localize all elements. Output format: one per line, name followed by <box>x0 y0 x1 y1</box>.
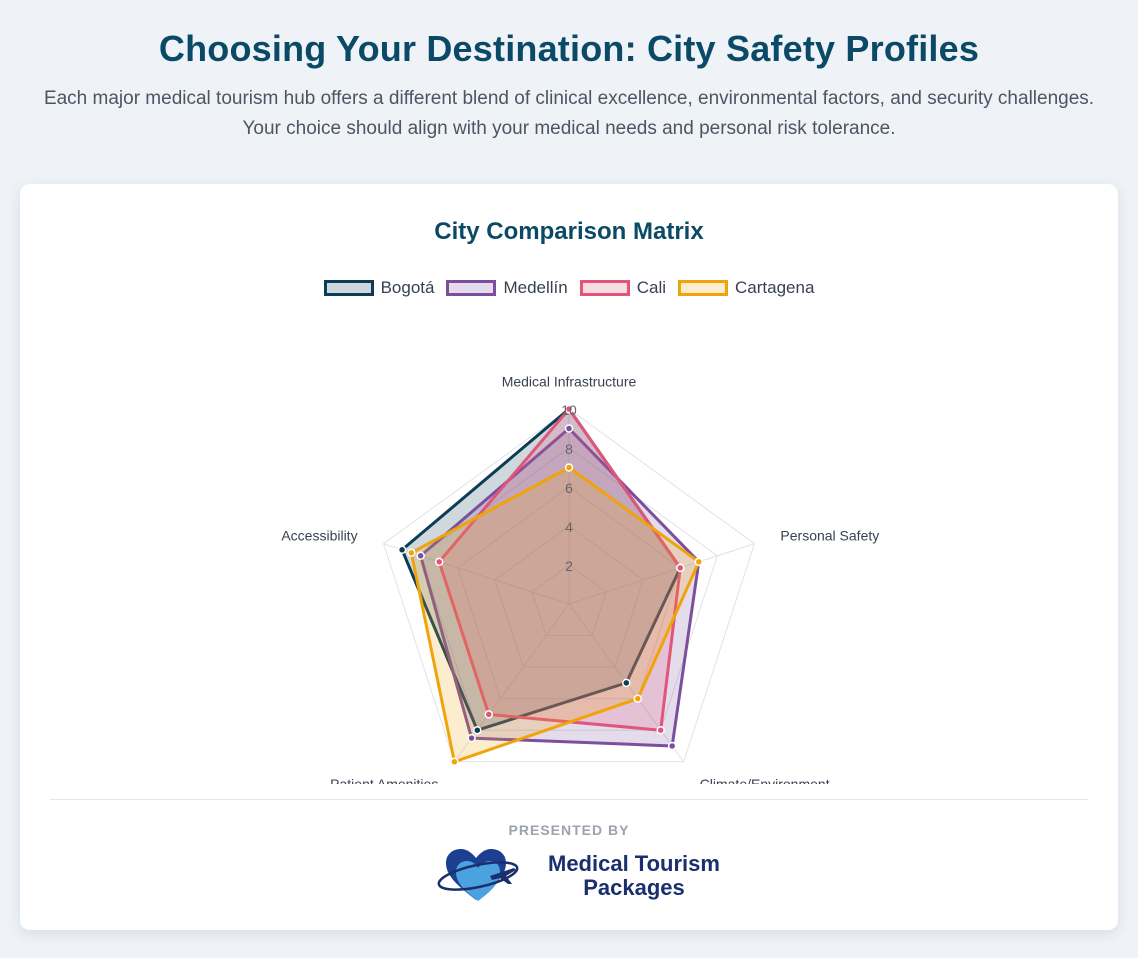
tick-label: 6 <box>565 480 573 496</box>
brand-line-2: Packages <box>583 875 685 900</box>
tick-label: 2 <box>565 558 573 574</box>
data-point <box>656 725 665 735</box>
data-point <box>676 563 685 573</box>
axis-label: Personal Safety <box>780 527 879 543</box>
legend-swatch <box>678 280 729 296</box>
tick-label: 8 <box>565 441 573 457</box>
series-area <box>437 407 682 732</box>
grid-ring <box>457 486 681 700</box>
legend-swatch <box>446 280 497 296</box>
data-point <box>564 463 574 472</box>
axis-label: Climate/Environment <box>700 776 830 784</box>
axis-label: Medical Infrastructure <box>502 374 637 390</box>
data-point <box>667 741 677 751</box>
data-point <box>564 404 574 414</box>
legend-label: Cali <box>636 278 667 297</box>
page-header: Choosing Your Destination: City Safety P… <box>0 0 1138 144</box>
brand-name: Medical Tourism Packages <box>548 852 720 900</box>
radar-chart: 2 4 6 8 10 Medical Infrastructure Personal Saf… <box>281 374 879 784</box>
data-point <box>397 545 407 555</box>
data-point <box>633 694 643 703</box>
legend-item[interactable]: Cartagena <box>678 278 814 298</box>
chart-title: City Comparison Matrix <box>434 218 704 245</box>
grid-ring <box>382 408 756 763</box>
series-area <box>409 466 701 764</box>
legend-label: Cartagena <box>735 278 815 297</box>
grid-spoke <box>568 543 755 605</box>
presented-by-label: PRESENTED BY <box>508 822 630 838</box>
brand-line-1: Medical Tourism <box>548 851 720 876</box>
heart-airplane-icon <box>437 849 519 901</box>
grid-ring <box>420 447 718 731</box>
grid-ring <box>531 564 607 637</box>
footer-divider <box>50 799 1088 800</box>
legend-swatch <box>579 280 630 296</box>
data-point <box>434 557 444 567</box>
axis-label: Patient Amenities <box>330 776 438 784</box>
tick-label: 4 <box>565 519 573 535</box>
data-point <box>622 678 631 688</box>
page-subtitle: Each major medical tourism hub offers a … <box>43 88 1095 139</box>
data-point <box>484 710 494 719</box>
legend-label: Bogotá <box>380 278 435 297</box>
data-point <box>450 757 459 767</box>
data-point <box>694 557 704 567</box>
data-point <box>407 548 416 558</box>
legend-item[interactable]: Bogotá <box>323 278 435 298</box>
legend-swatch <box>323 280 374 296</box>
data-point <box>564 424 574 433</box>
data-point <box>473 725 482 735</box>
tick-label: 10 <box>561 402 577 418</box>
grid-ring <box>494 525 644 668</box>
legend-item[interactable]: Cali <box>579 278 667 298</box>
brand-logo-link[interactable]: Medical Tourism Packages <box>436 846 720 906</box>
data-point <box>467 733 476 743</box>
page-title: Choosing Your Destination: City Safety P… <box>158 28 980 69</box>
legend-label: Medellín <box>503 278 568 297</box>
chart-legend: Bogotá Medellín Cali Cartagena <box>20 278 1118 298</box>
axis-label: Accessibility <box>281 527 357 543</box>
legend-item[interactable]: Medellín <box>446 278 568 298</box>
data-point <box>416 551 425 561</box>
comparison-card: City Comparison Matrix Bogotá Medellín Cal… <box>20 184 1118 930</box>
